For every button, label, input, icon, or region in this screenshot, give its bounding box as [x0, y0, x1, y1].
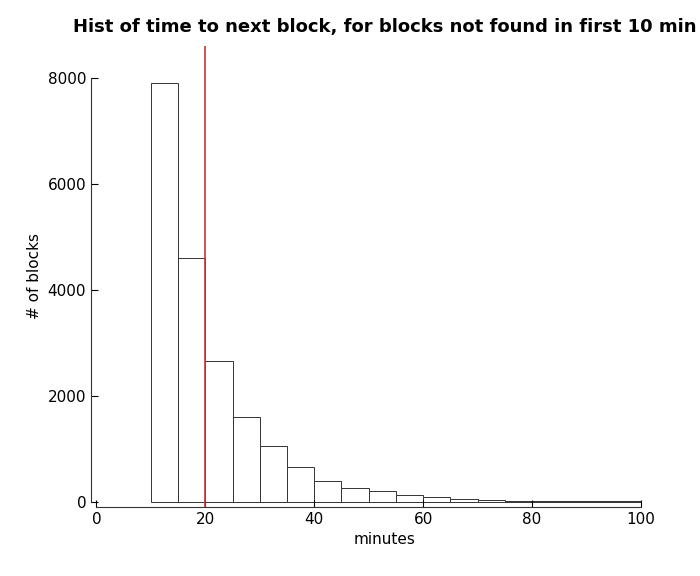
Bar	[314, 482, 342, 502]
Bar	[287, 467, 314, 502]
Bar	[477, 500, 505, 502]
Bar	[205, 361, 232, 502]
Bar	[151, 83, 178, 502]
Bar	[260, 446, 287, 502]
Bar	[450, 499, 477, 502]
X-axis label: minutes: minutes	[354, 532, 416, 547]
Title: Hist of time to next block, for blocks not found in first 10 min: Hist of time to next block, for blocks n…	[74, 18, 696, 36]
Bar	[423, 497, 450, 502]
Bar	[232, 417, 260, 502]
Bar	[396, 495, 423, 502]
Y-axis label: # of blocks: # of blocks	[27, 233, 42, 320]
Bar	[505, 501, 532, 502]
Bar	[178, 258, 205, 502]
Bar	[342, 488, 369, 502]
Bar	[369, 491, 396, 502]
